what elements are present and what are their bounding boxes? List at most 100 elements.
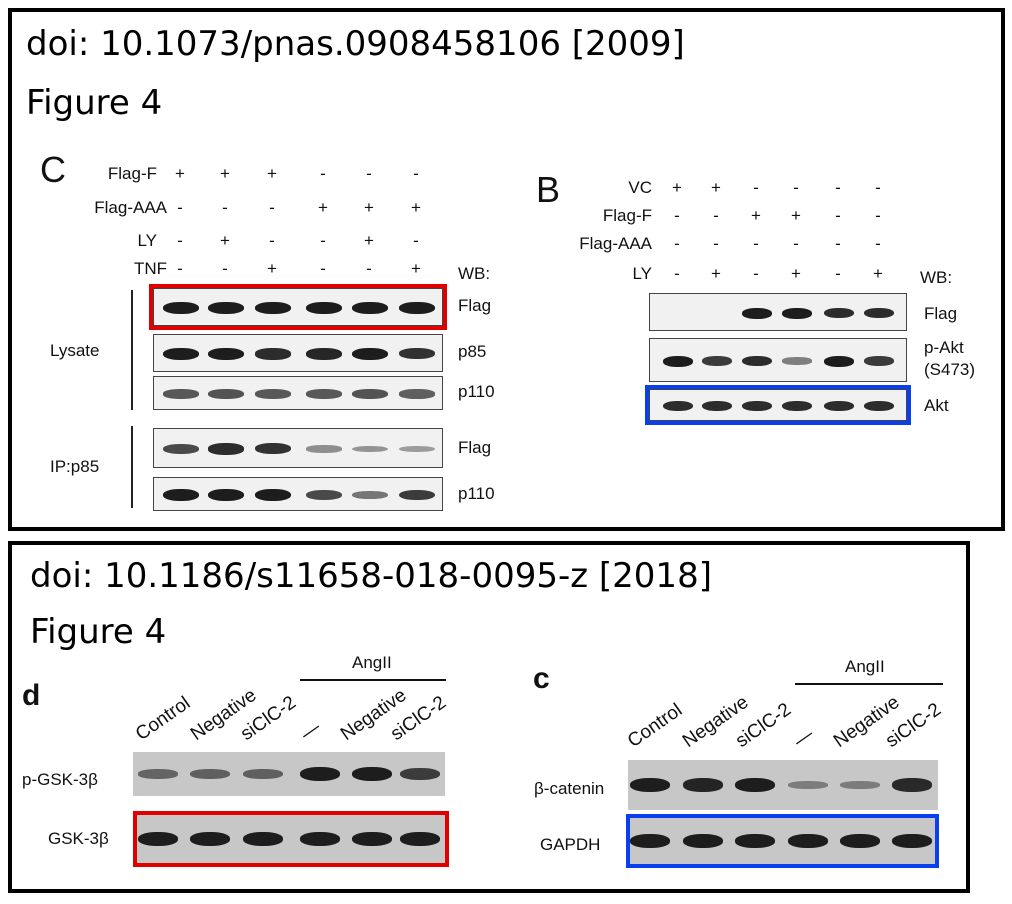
blot-band bbox=[138, 769, 178, 779]
blot-band bbox=[255, 489, 291, 501]
blot-band bbox=[300, 832, 340, 846]
figB-row-label: Flag-AAA bbox=[579, 234, 652, 253]
condition-sign: - bbox=[835, 178, 841, 197]
blot-band bbox=[840, 781, 880, 789]
blot-band bbox=[400, 832, 440, 846]
blot-band bbox=[208, 489, 244, 501]
blot-band bbox=[138, 832, 178, 846]
blot-band bbox=[255, 302, 291, 314]
blot-band bbox=[735, 778, 775, 792]
condition-sign: - bbox=[753, 234, 759, 253]
blot-band bbox=[892, 834, 932, 848]
blot-band bbox=[702, 400, 732, 412]
blot-strip bbox=[153, 334, 443, 372]
blot-band bbox=[190, 832, 230, 846]
blot-band bbox=[892, 778, 932, 792]
blot-band bbox=[735, 834, 775, 848]
condition-sign: + bbox=[267, 259, 277, 278]
blot-band bbox=[352, 445, 388, 453]
blot-band bbox=[306, 489, 342, 500]
figC-ip-bracket bbox=[131, 426, 133, 508]
condition-sign: - bbox=[875, 178, 881, 197]
panel-top-title: doi: 10.1073/pnas.0908458106 [2009] bbox=[26, 24, 685, 64]
blot-band bbox=[163, 302, 199, 314]
blot-band bbox=[306, 348, 342, 360]
blot-band bbox=[300, 767, 340, 781]
blot-strip bbox=[137, 815, 445, 863]
blot-band bbox=[352, 348, 388, 360]
blot-band bbox=[782, 357, 812, 365]
blot-band bbox=[742, 307, 772, 319]
condition-sign: - bbox=[222, 259, 228, 278]
blot-band bbox=[255, 443, 291, 455]
condition-sign: - bbox=[674, 234, 680, 253]
condition-sign: + bbox=[364, 198, 374, 217]
blot-band bbox=[306, 389, 342, 399]
blot-band bbox=[824, 307, 854, 319]
blot-band bbox=[352, 302, 388, 314]
blot-label: p110 bbox=[458, 382, 495, 401]
blot-strip bbox=[649, 293, 907, 331]
panel-top-subtitle: Figure 4 bbox=[26, 83, 163, 123]
blot-band bbox=[208, 389, 244, 399]
blot-label: Flag bbox=[924, 304, 958, 323]
condition-sign: - bbox=[793, 234, 799, 253]
blot-label: p110 bbox=[458, 484, 495, 503]
condition-sign: - bbox=[753, 264, 759, 283]
condition-sign: + bbox=[220, 164, 230, 183]
blot-band bbox=[782, 400, 812, 412]
figC-wb-label: WB: bbox=[458, 264, 491, 283]
condition-sign: - bbox=[366, 259, 372, 278]
figC-row-label: LY bbox=[137, 231, 157, 250]
blot-label: GAPDH bbox=[540, 835, 601, 854]
condition-sign: - bbox=[269, 198, 275, 217]
condition-sign: + bbox=[175, 164, 185, 183]
figC-row-label: Flag-F bbox=[107, 164, 157, 183]
highlight-box bbox=[645, 385, 911, 425]
condition-sign: - bbox=[753, 178, 759, 197]
blot-strip bbox=[133, 752, 445, 796]
blot-band bbox=[399, 489, 435, 501]
figC-group-ip: IP:p85 bbox=[50, 457, 100, 476]
blot-band bbox=[190, 769, 230, 779]
blot-band bbox=[255, 389, 291, 399]
figC-lysate-bracket bbox=[131, 290, 133, 410]
blot-band bbox=[630, 834, 670, 848]
blot-band bbox=[864, 356, 894, 366]
condition-sign: - bbox=[835, 264, 841, 283]
blot-band bbox=[683, 834, 723, 848]
condition-sign: + bbox=[267, 164, 277, 183]
blot-strip bbox=[153, 428, 443, 468]
condition-sign: - bbox=[793, 178, 799, 197]
condition-sign: + bbox=[411, 259, 421, 278]
condition-sign: + bbox=[711, 178, 721, 197]
blot-band bbox=[399, 445, 435, 453]
panel-bottom-title: doi: 10.1186/s11658-018-0095-z [2018] bbox=[30, 556, 712, 596]
blot-band bbox=[782, 307, 812, 319]
condition-sign: + bbox=[220, 231, 230, 250]
condition-sign: - bbox=[713, 206, 719, 225]
blot-band bbox=[352, 767, 392, 781]
blot-band bbox=[663, 400, 693, 412]
figc-letter: c bbox=[533, 662, 550, 695]
blot-band bbox=[742, 355, 772, 367]
condition-sign: - bbox=[835, 234, 841, 253]
condition-sign: - bbox=[177, 259, 183, 278]
blot-band bbox=[788, 781, 828, 789]
blot-strip bbox=[153, 288, 443, 326]
blot-band bbox=[788, 834, 828, 848]
condition-sign: - bbox=[269, 231, 275, 250]
condition-sign: - bbox=[875, 234, 881, 253]
condition-sign: - bbox=[413, 231, 419, 250]
condition-sign: - bbox=[674, 264, 680, 283]
condition-sign: + bbox=[873, 264, 883, 283]
figC-row-label: TNF bbox=[133, 259, 167, 278]
condition-sign: - bbox=[835, 206, 841, 225]
condition-sign: + bbox=[711, 264, 721, 283]
figB-row-label: VC bbox=[628, 178, 652, 197]
condition-sign: + bbox=[364, 231, 374, 250]
blot-label: GSK-3β bbox=[48, 829, 109, 848]
figB-wb-label: WB: bbox=[920, 268, 953, 287]
blot-band bbox=[208, 302, 244, 314]
condition-sign: - bbox=[320, 259, 326, 278]
